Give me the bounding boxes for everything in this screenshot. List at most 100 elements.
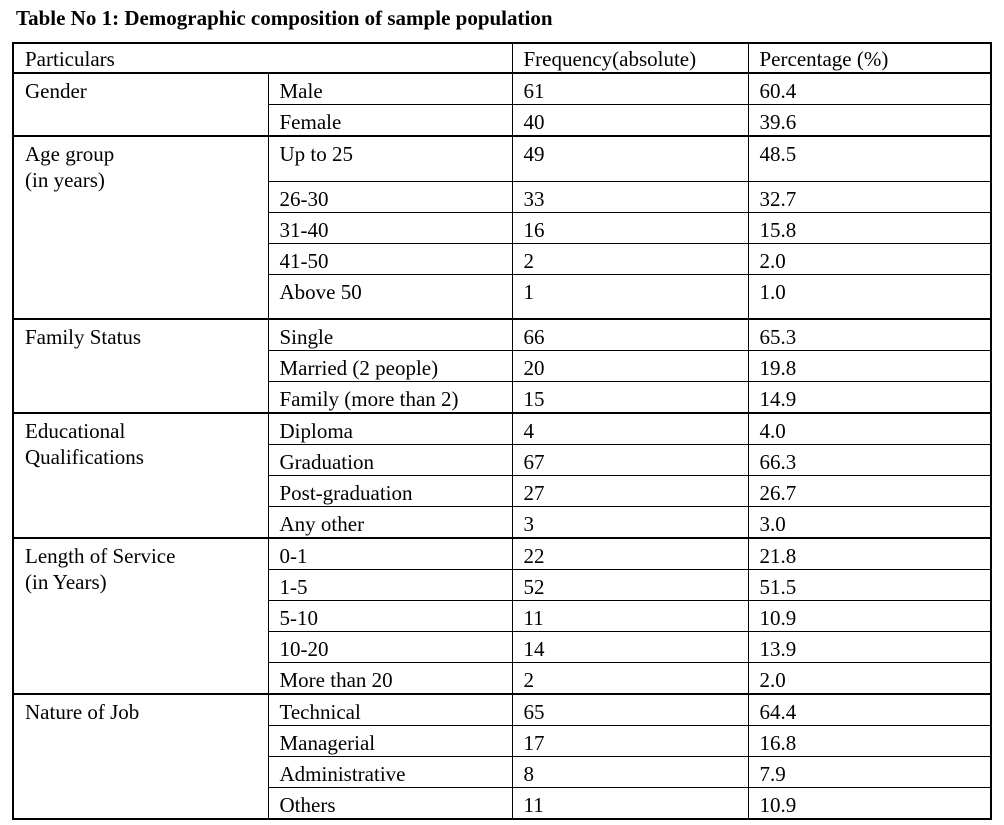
table-row: Educational Qualifications Diploma 4 4.0 xyxy=(12,412,992,539)
table-row: Married (2 people) 20 19.8 xyxy=(13,350,992,382)
percentage-cell: 14.9 xyxy=(747,381,992,414)
percentage-cell: 10.9 xyxy=(747,787,992,820)
percentage-cell: 7.9 xyxy=(747,756,992,788)
table-row: Female 40 39.6 xyxy=(13,104,992,137)
percentage-cell: 1.0 xyxy=(747,273,992,320)
percentage-cell: 60.4 xyxy=(747,72,992,105)
category-cell: 0-1 xyxy=(267,537,513,570)
percentage-cell: 65.3 xyxy=(747,318,992,351)
category-cell: Administrative xyxy=(267,756,513,788)
percentage-cell: 3.0 xyxy=(747,506,992,539)
percentage-cell: 2.0 xyxy=(747,662,992,695)
category-cell: Diploma xyxy=(267,412,513,445)
header-row: Particulars Frequency(absolute) Percenta… xyxy=(12,42,992,74)
table-row: Others 11 10.9 xyxy=(13,787,992,820)
category-cell: 5-10 xyxy=(267,600,513,632)
frequency-cell: 2 xyxy=(511,662,749,695)
table-row: Family Status Single 66 65.3 xyxy=(12,318,992,414)
category-cell: 31-40 xyxy=(267,211,513,244)
frequency-cell: 11 xyxy=(511,600,749,632)
header-percentage: Percentage (%) xyxy=(747,42,992,74)
category-cell: Male xyxy=(267,72,513,105)
frequency-cell: 66 xyxy=(511,318,749,351)
frequency-cell: 15 xyxy=(511,381,749,414)
frequency-cell: 11 xyxy=(511,787,749,820)
table-row: 31-40 16 15.8 xyxy=(13,211,992,244)
frequency-cell: 2 xyxy=(511,242,749,275)
table-row: Age group (in years) Up to 25 49 48.5 xyxy=(12,135,992,320)
group-label: Nature of Job xyxy=(12,693,269,820)
percentage-cell: 13.9 xyxy=(747,631,992,663)
frequency-cell: 3 xyxy=(511,506,749,539)
header-particulars: Particulars xyxy=(12,42,512,74)
group-label: Age group (in years) xyxy=(12,135,269,320)
table-row: Administrative 8 7.9 xyxy=(13,756,992,788)
group-label: Educational Qualifications xyxy=(12,412,269,539)
percentage-cell: 10.9 xyxy=(747,600,992,632)
frequency-cell: 17 xyxy=(511,725,749,757)
frequency-cell: 49 xyxy=(511,135,749,182)
frequency-cell: 65 xyxy=(511,693,749,726)
category-cell: Technical xyxy=(267,693,513,726)
percentage-cell: 51.5 xyxy=(747,569,992,601)
frequency-cell: 33 xyxy=(511,180,749,213)
percentage-cell: 19.8 xyxy=(747,350,992,382)
table-row: Family (more than 2) 15 14.9 xyxy=(13,381,992,414)
table-row: 5-10 11 10.9 xyxy=(13,600,992,632)
category-cell: Graduation xyxy=(267,444,513,476)
percentage-cell: 15.8 xyxy=(747,211,992,244)
table-row: Gender Male 61 60.4 xyxy=(12,72,992,137)
table-row: Post-graduation 27 26.7 xyxy=(13,475,992,507)
percentage-cell: 4.0 xyxy=(747,412,992,445)
table-row: Nature of Job Technical 65 64.4 xyxy=(12,693,992,820)
percentage-cell: 66.3 xyxy=(747,444,992,476)
table-body: Particulars Frequency(absolute) Percenta… xyxy=(12,42,992,820)
category-cell: Family (more than 2) xyxy=(267,381,513,414)
category-cell: Managerial xyxy=(267,725,513,757)
percentage-cell: 39.6 xyxy=(747,104,992,137)
group-label: Family Status xyxy=(12,318,269,414)
frequency-cell: 22 xyxy=(511,537,749,570)
frequency-cell: 20 xyxy=(511,350,749,382)
category-cell: Above 50 xyxy=(267,273,513,320)
category-cell: 26-30 xyxy=(267,180,513,213)
category-cell: Post-graduation xyxy=(267,475,513,507)
table-row: Managerial 17 16.8 xyxy=(13,725,992,757)
category-cell: Single xyxy=(267,318,513,351)
category-cell: Others xyxy=(267,787,513,820)
category-cell: 1-5 xyxy=(267,569,513,601)
table-row: Above 50 1 1.0 xyxy=(13,273,992,320)
category-cell: Any other xyxy=(267,506,513,539)
percentage-cell: 48.5 xyxy=(747,135,992,182)
category-cell: 10-20 xyxy=(267,631,513,663)
frequency-cell: 52 xyxy=(511,569,749,601)
table-row: 10-20 14 13.9 xyxy=(13,631,992,663)
category-cell: Female xyxy=(267,104,513,137)
header-frequency: Frequency(absolute) xyxy=(511,42,749,74)
table-caption: Table No 1: Demographic composition of s… xyxy=(16,6,553,30)
group-label: Gender xyxy=(12,72,269,137)
category-cell: More than 20 xyxy=(267,662,513,695)
frequency-cell: 67 xyxy=(511,444,749,476)
percentage-cell: 16.8 xyxy=(747,725,992,757)
demographic-table: Particulars Frequency(absolute) Percenta… xyxy=(12,42,992,820)
frequency-cell: 40 xyxy=(511,104,749,137)
percentage-cell: 26.7 xyxy=(747,475,992,507)
frequency-cell: 8 xyxy=(511,756,749,788)
table-row: Any other 3 3.0 xyxy=(13,506,992,539)
percentage-cell: 32.7 xyxy=(747,180,992,213)
category-cell: 41-50 xyxy=(267,242,513,275)
frequency-cell: 61 xyxy=(511,72,749,105)
frequency-cell: 4 xyxy=(511,412,749,445)
frequency-cell: 16 xyxy=(511,211,749,244)
percentage-cell: 64.4 xyxy=(747,693,992,726)
table-row: Graduation 67 66.3 xyxy=(13,444,992,476)
category-cell: Up to 25 xyxy=(267,135,513,182)
percentage-cell: 2.0 xyxy=(747,242,992,275)
percentage-cell: 21.8 xyxy=(747,537,992,570)
category-cell: Married (2 people) xyxy=(267,350,513,382)
frequency-cell: 27 xyxy=(511,475,749,507)
table-row: Length of Service (in Years) 0-1 22 21.8 xyxy=(12,537,992,695)
frequency-cell: 14 xyxy=(511,631,749,663)
group-label: Length of Service (in Years) xyxy=(12,537,269,695)
